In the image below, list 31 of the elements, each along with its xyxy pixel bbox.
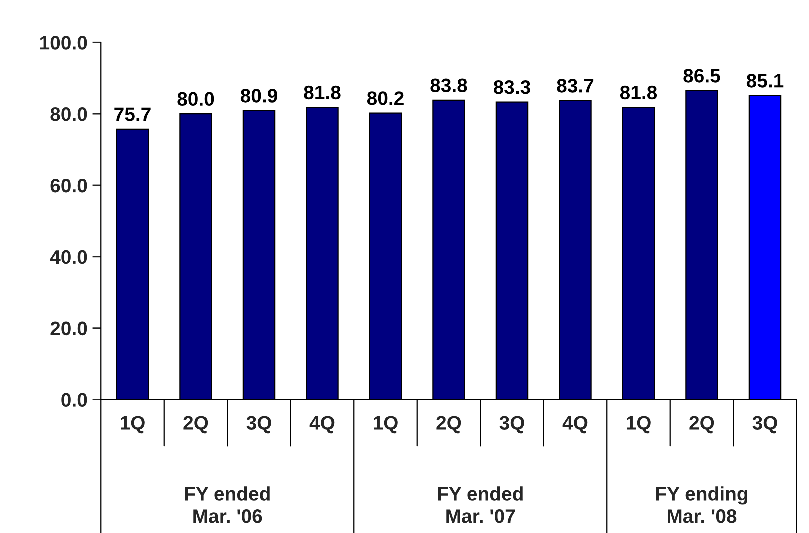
text: FY ended Mar. '06: [185, 486, 270, 524]
data-label: 85.1: [746, 74, 784, 88]
x-tick-label: 4Q: [562, 416, 588, 434]
x-tick-label: 4Q: [310, 416, 335, 434]
y-tick-label: 100.0: [40, 36, 88, 50]
data-label: 80.2: [367, 92, 404, 106]
data-label: 81.8: [304, 86, 341, 100]
text: FY ending Mar. '08: [656, 486, 748, 524]
data-label: 86.5: [684, 69, 720, 83]
x-tick-label: 2Q: [184, 416, 208, 434]
text: FY ended Mar. '07: [438, 486, 523, 524]
x-tick-label: 3Q: [500, 416, 524, 434]
y-tick-label: 80.0: [50, 108, 88, 122]
y-tick-label: 60.0: [50, 178, 88, 193]
x-tick-label: 1Q: [121, 416, 145, 434]
y-tick-label: 0.0: [62, 393, 88, 407]
x-tick-label: 3Q: [246, 416, 272, 434]
x-tick-label: 1Q: [374, 416, 398, 434]
data-label: 80.0: [178, 92, 214, 106]
x-tick-label: 3Q: [752, 416, 778, 434]
data-label: 75.7: [114, 108, 151, 122]
data-label: 80.9: [240, 89, 278, 103]
y-tick-label: 40.0: [50, 250, 88, 264]
x-tick-label: 2Q: [690, 416, 714, 434]
data-label: 81.8: [620, 86, 658, 100]
data-label: 83.7: [557, 79, 594, 93]
x-tick-label: 2Q: [436, 416, 462, 434]
y-tick-label: 20.0: [50, 322, 88, 336]
data-label: 83.3: [494, 80, 530, 94]
data-label: 83.8: [430, 78, 468, 93]
x-tick-label: 1Q: [627, 416, 651, 434]
